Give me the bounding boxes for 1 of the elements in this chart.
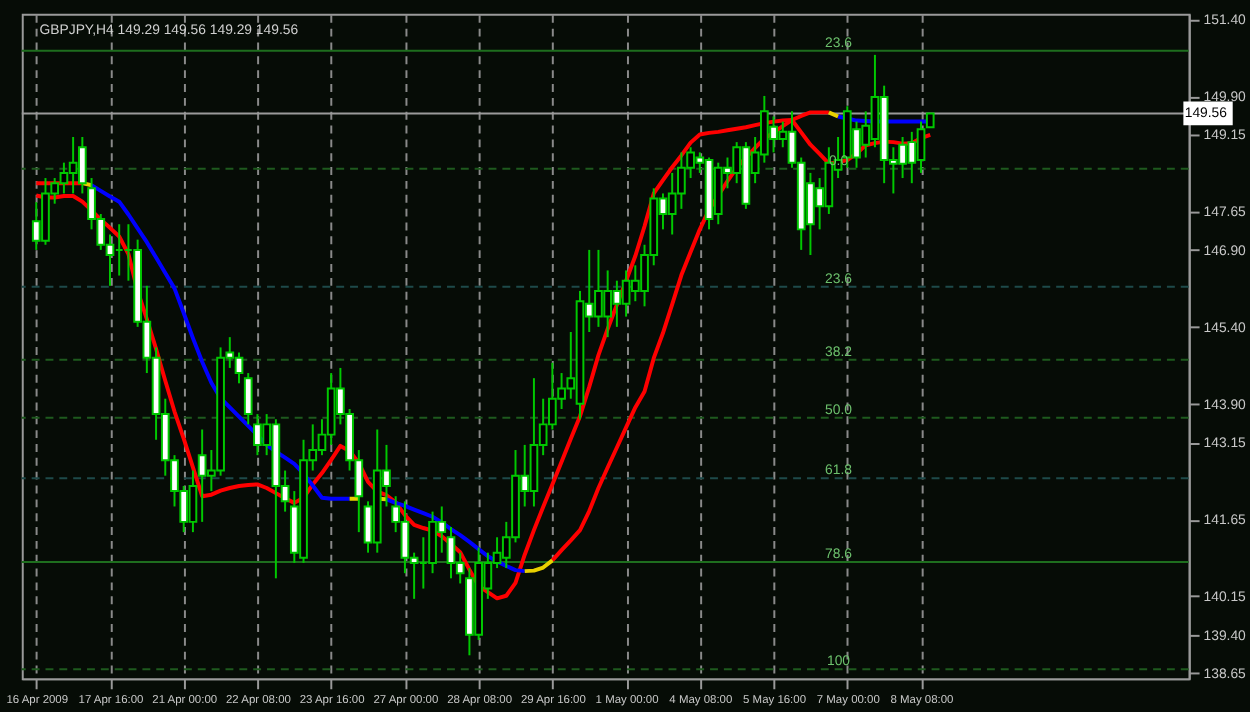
candlestick <box>77 136 87 195</box>
